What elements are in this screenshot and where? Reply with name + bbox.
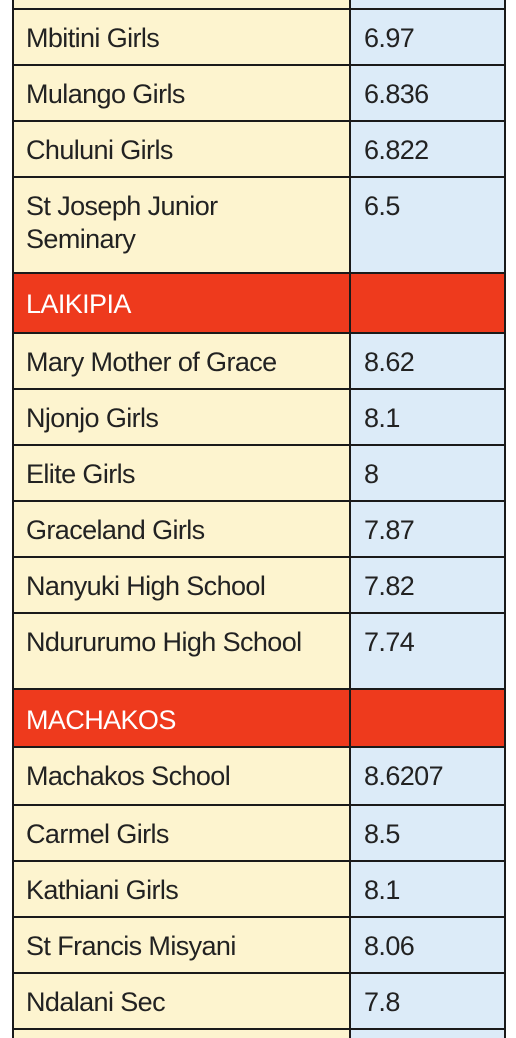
table-border-left <box>12 0 14 1038</box>
school-name: Mulango Girls <box>26 79 185 109</box>
table-row: Nanyuki High School 7.82 <box>12 558 506 614</box>
table-row: Mulango Girls 6.836 <box>12 66 506 122</box>
school-name-line-1: St Joseph Junior <box>26 191 218 221</box>
school-name: Graceland Girls <box>26 515 205 545</box>
school-name: St Francis Misyani <box>26 931 236 961</box>
table-row: Ndalani Sec 7.8 <box>12 974 506 1030</box>
region-name: MACHAKOS <box>26 705 176 735</box>
region-header-laikipia: LAIKIPIA <box>12 274 506 334</box>
table-row: St Francis Misyani 8.06 <box>12 918 506 974</box>
table-row: Chuluni Girls 6.822 <box>12 122 506 178</box>
table-row: St Joseph Junior Seminary 6.5 <box>12 178 506 274</box>
school-score: 6.5 <box>364 191 400 221</box>
table-row: Machakos School 8.6207 <box>12 748 506 806</box>
school-name: Elite Girls <box>26 459 136 489</box>
school-score: 6.97 <box>364 23 415 53</box>
school-name: Kathiani Girls <box>26 875 179 905</box>
column-divider <box>349 0 351 1038</box>
school-name-column <box>12 0 350 1038</box>
school-score: 8 <box>364 459 379 489</box>
school-results-table: Mbitini Girls 6.97 Mulango Girls 6.836 C… <box>12 0 506 1038</box>
school-score: 8.62 <box>364 347 415 377</box>
school-name: Njonjo Girls <box>26 403 159 433</box>
table-border-right <box>504 0 506 1038</box>
school-score: 8.5 <box>364 819 400 849</box>
school-score: 7.87 <box>364 515 415 545</box>
region-header-machakos: MACHAKOS <box>12 690 506 748</box>
school-name: Ndalani Sec <box>26 987 166 1017</box>
school-name: Nanyuki High School <box>26 571 266 601</box>
school-score: 8.6207 <box>364 761 444 791</box>
school-score: 8.1 <box>364 875 400 905</box>
table-row: Carmel Girls 8.5 <box>12 806 506 862</box>
table-row: Graceland Girls 7.87 <box>12 502 506 558</box>
table-row: Kathiani Girls 8.1 <box>12 862 506 918</box>
school-score: 6.836 <box>364 79 429 109</box>
school-name: Machakos School <box>26 761 231 791</box>
school-score: 6.822 <box>364 135 429 165</box>
region-name: LAIKIPIA <box>26 289 131 319</box>
school-score: 7.8 <box>364 987 400 1017</box>
school-score: 7.74 <box>364 627 415 657</box>
school-score: 8.06 <box>364 931 415 961</box>
score-column <box>350 0 506 1038</box>
school-name: Carmel Girls <box>26 819 169 849</box>
table-row: Ndururumo High School 7.74 <box>12 614 506 690</box>
table-row: Mary Mother of Grace 8.62 <box>12 334 506 390</box>
table-row: Mbitini Girls 6.97 <box>12 10 506 66</box>
table-row-partial-top <box>12 0 506 10</box>
school-name: Chuluni Girls <box>26 135 173 165</box>
school-name: Ndururumo High School <box>26 627 302 657</box>
table-row: Elite Girls 8 <box>12 446 506 502</box>
school-name: St Joseph Junior Seminary <box>26 178 344 256</box>
table-row: Njonjo Girls 8.1 <box>12 390 506 446</box>
school-name: Mbitini Girls <box>26 23 160 53</box>
school-score: 7.82 <box>364 571 415 601</box>
school-name: Mary Mother of Grace <box>26 347 277 377</box>
school-name-line-2: Seminary <box>26 224 136 254</box>
school-score: 8.1 <box>364 403 400 433</box>
